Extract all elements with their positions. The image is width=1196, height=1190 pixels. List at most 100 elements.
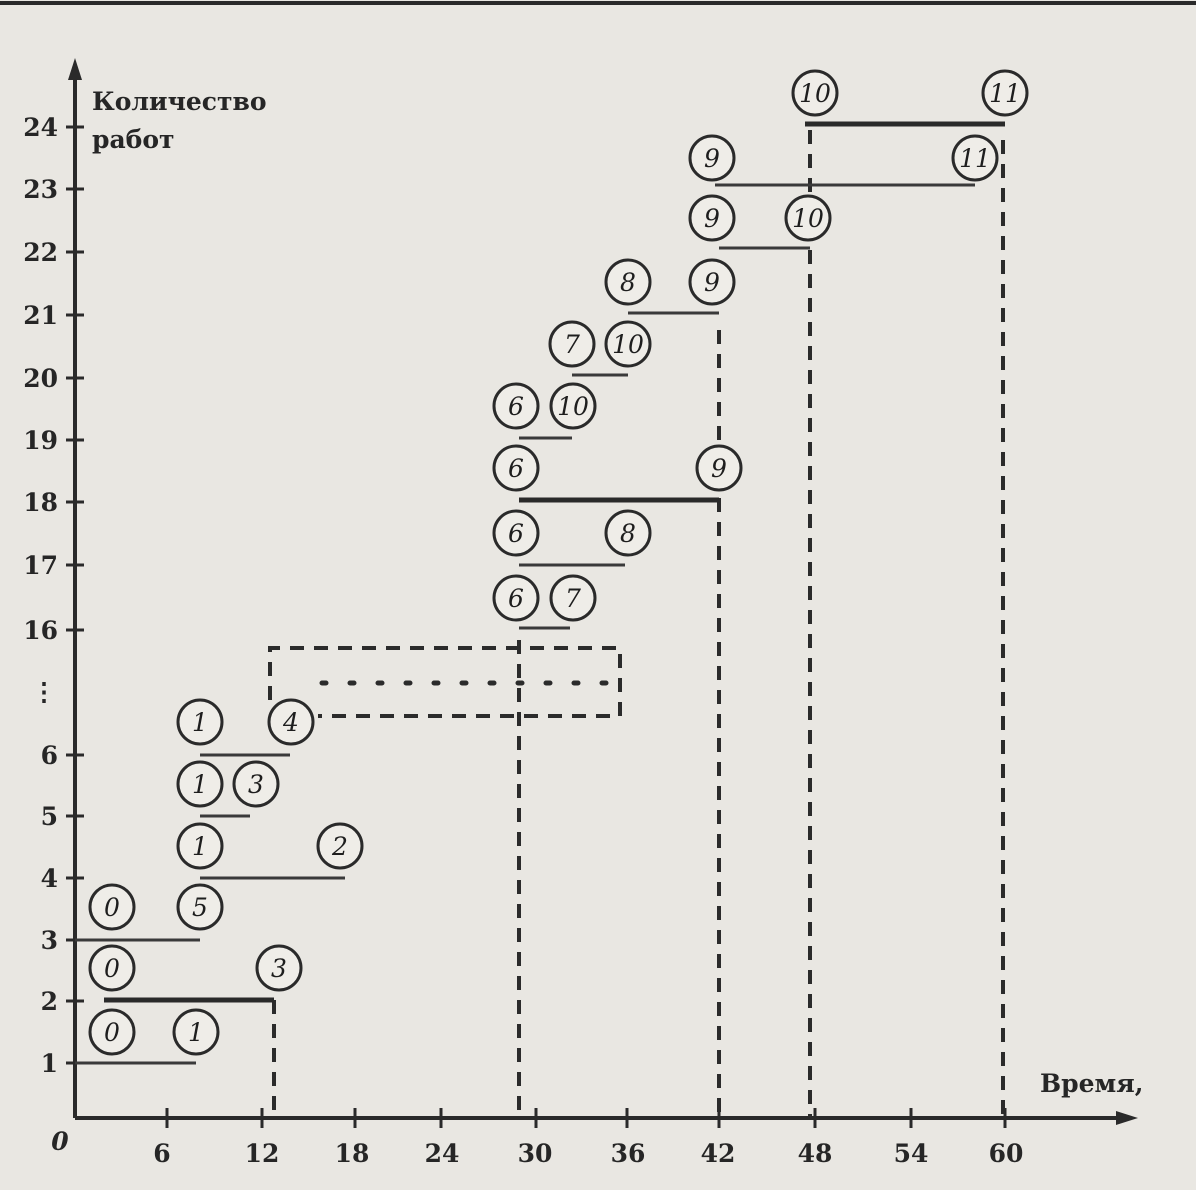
x-axis-title: Время, xyxy=(1040,1069,1143,1098)
y-tick-label: 1 xyxy=(41,1049,58,1078)
y-tick-label: 24 xyxy=(23,113,58,142)
event-node: 1 xyxy=(176,760,224,808)
y-tick-label: 19 xyxy=(23,426,58,455)
y-ticks xyxy=(66,125,84,1065)
svg-text:9: 9 xyxy=(711,454,727,483)
event-node: 10 xyxy=(784,194,832,242)
svg-text:0: 0 xyxy=(104,893,120,922)
event-node: 6 xyxy=(492,509,540,557)
y-tick-label: 18 xyxy=(23,488,58,517)
ellipsis-box xyxy=(268,646,622,718)
y-tick-labels: 1 2 3 4 5 6 16 17 18 19 20 21 22 23 24 ⋮ xyxy=(23,113,58,1078)
event-node: 1 xyxy=(172,1008,220,1056)
x-tick-label: 60 xyxy=(989,1139,1024,1168)
x-tick-label: 54 xyxy=(894,1139,929,1168)
svg-text:1: 1 xyxy=(192,770,208,799)
event-node: 9 xyxy=(688,134,736,182)
svg-text:6: 6 xyxy=(508,392,524,421)
svg-text:0: 0 xyxy=(104,954,120,983)
event-node: 3 xyxy=(255,944,303,992)
svg-text:4: 4 xyxy=(282,708,299,737)
svg-text:9: 9 xyxy=(704,144,720,173)
x-ticks xyxy=(165,1108,1007,1128)
origin-label: 0 xyxy=(51,1127,69,1156)
svg-text:10: 10 xyxy=(792,204,824,233)
event-node: 10 xyxy=(791,69,839,117)
y-tick-label: 23 xyxy=(23,175,58,204)
event-node: 0 xyxy=(88,883,136,931)
event-node: 8 xyxy=(604,258,652,306)
y-tick-label: 21 xyxy=(23,301,58,330)
event-node: 1 xyxy=(176,698,224,746)
event-node: 6 xyxy=(492,382,540,430)
event-node: 0 xyxy=(88,1008,136,1056)
event-node: 9 xyxy=(688,194,736,242)
svg-text:3: 3 xyxy=(271,954,287,983)
svg-text:10: 10 xyxy=(799,79,831,108)
svg-text:11: 11 xyxy=(959,144,991,173)
x-tick-label: 24 xyxy=(425,1139,460,1168)
event-node: 11 xyxy=(981,69,1029,117)
event-node: 10 xyxy=(549,382,597,430)
y-axis-arrow xyxy=(68,58,82,80)
x-tick-label: 42 xyxy=(701,1139,736,1168)
y-tick-label: 16 xyxy=(23,616,58,645)
event-node: 8 xyxy=(604,509,652,557)
y-tick-label: 20 xyxy=(23,364,58,393)
y-tick-label: 17 xyxy=(23,551,58,580)
event-node: 6 xyxy=(492,574,540,622)
y-tick-label: 4 xyxy=(41,864,58,893)
event-node: 5 xyxy=(176,883,224,931)
y-tick-label: 3 xyxy=(41,926,58,955)
svg-text:11: 11 xyxy=(989,79,1021,108)
y-tick-label: 6 xyxy=(41,741,58,770)
svg-text:1: 1 xyxy=(192,708,208,737)
event-node: 11 xyxy=(951,134,999,182)
svg-text:9: 9 xyxy=(704,204,720,233)
x-tick-label: 48 xyxy=(798,1139,833,1168)
event-node: 9 xyxy=(695,444,743,492)
event-node: 3 xyxy=(232,760,280,808)
svg-text:8: 8 xyxy=(620,519,636,548)
connector-lines xyxy=(75,121,1005,1065)
svg-text:1: 1 xyxy=(192,832,208,861)
x-tick-label: 12 xyxy=(245,1139,280,1168)
event-node: 9 xyxy=(688,258,736,306)
event-node: 10 xyxy=(604,320,652,368)
svg-text:10: 10 xyxy=(612,330,644,359)
svg-text:7: 7 xyxy=(565,584,581,613)
svg-text:9: 9 xyxy=(704,268,720,297)
event-node: 7 xyxy=(549,574,597,622)
svg-text:3: 3 xyxy=(248,770,264,799)
svg-text:1: 1 xyxy=(188,1018,204,1047)
svg-text:7: 7 xyxy=(564,330,580,359)
x-tick-label: 36 xyxy=(611,1139,646,1168)
svg-text:0: 0 xyxy=(104,1018,120,1047)
event-node: 7 xyxy=(548,320,596,368)
y-tick-label: 5 xyxy=(41,802,58,831)
y-axis-title-line2: работ xyxy=(92,125,175,154)
x-axis-arrow xyxy=(1116,1111,1138,1125)
event-node: 0 xyxy=(88,944,136,992)
event-nodes: 0 0 0 1 1 1 1 1 5 2 3 3 4 6 7 6 8 6 9 6 … xyxy=(88,69,1029,1056)
y-tick-label: 2 xyxy=(41,987,58,1016)
svg-text:6: 6 xyxy=(508,519,524,548)
x-tick-label: 18 xyxy=(335,1139,370,1168)
svg-text:8: 8 xyxy=(620,268,636,297)
x-tick-label: 30 xyxy=(518,1139,553,1168)
svg-text:10: 10 xyxy=(557,392,589,421)
event-node: 1 xyxy=(176,822,224,870)
event-node: 6 xyxy=(492,444,540,492)
event-node: 2 xyxy=(316,822,364,870)
event-node: 4 xyxy=(267,698,315,746)
y-axis-ellipsis: ⋮ xyxy=(32,677,57,706)
svg-text:6: 6 xyxy=(508,454,524,483)
x-tick-label: 6 xyxy=(153,1139,170,1168)
svg-text:2: 2 xyxy=(331,832,348,861)
axes xyxy=(68,58,1138,1125)
svg-text:6: 6 xyxy=(508,584,524,613)
y-axis-title-line1: Количество xyxy=(92,87,267,116)
y-tick-label: 22 xyxy=(23,238,58,267)
svg-text:5: 5 xyxy=(192,893,208,922)
